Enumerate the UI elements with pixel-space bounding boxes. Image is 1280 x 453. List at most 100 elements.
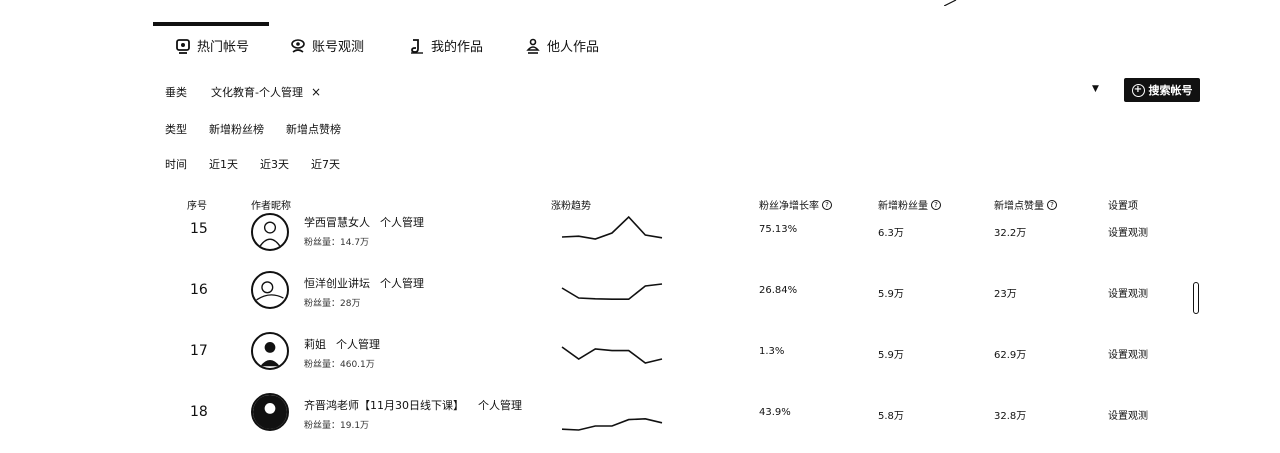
- growth-rate-value: 43.9%: [759, 407, 791, 418]
- active-tab-indicator: [153, 22, 269, 26]
- header-new-likes-label: 新增点赞量: [994, 201, 1044, 212]
- avatar[interactable]: [251, 271, 289, 309]
- others-works-icon: [526, 38, 540, 54]
- avatar-portrait-icon: [256, 281, 284, 301]
- category-dropdown-icon[interactable]: ▼: [1092, 84, 1099, 94]
- header-author: 作者昵称: [251, 201, 291, 212]
- new-likes-value: 62.9万: [994, 350, 1027, 361]
- help-icon[interactable]: ?: [822, 199, 832, 210]
- header-growth-rate: 粉丝净增长率 ?: [759, 197, 832, 212]
- growth-rate-value: 75.13%: [759, 224, 798, 235]
- trend-sparkline: [561, 346, 663, 364]
- plus-circle-icon: +: [1131, 83, 1145, 97]
- time-option-7d[interactable]: 近7天: [311, 158, 340, 171]
- filter-time: 时间 近1天 近3天 近7天: [165, 156, 362, 172]
- header-growth-rate-label: 粉丝净增长率: [759, 201, 819, 212]
- set-observe-link[interactable]: 设置观测: [1108, 350, 1148, 361]
- new-likes-value: 32.8万: [994, 411, 1027, 422]
- author-name-text: 学西冒慧女人: [304, 216, 370, 229]
- tab-hot-accounts[interactable]: 热门帐号: [175, 36, 249, 55]
- header-new-fans: 新增粉丝量 ?: [878, 197, 941, 212]
- growth-rate-value: 26.84%: [759, 285, 798, 296]
- filter-time-label: 时间: [165, 158, 187, 171]
- filter-category: 垂类 文化教育-个人管理 ×: [165, 84, 321, 100]
- observe-icon: [291, 38, 305, 53]
- sparkline-path: [561, 417, 663, 431]
- author-category: 个人管理: [380, 277, 424, 290]
- trend-sparkline: [561, 283, 663, 300]
- new-likes-value: 23万: [994, 289, 1017, 300]
- clear-category-icon[interactable]: ×: [310, 85, 322, 99]
- scrollbar-thumb[interactable]: [1193, 282, 1199, 314]
- avatar[interactable]: [251, 393, 289, 431]
- tab-label: 我的作品: [431, 40, 484, 55]
- new-likes-value: 32.2万: [994, 228, 1027, 239]
- author-name[interactable]: 齐晋鸿老师【11月30日线下课】 个人管理: [304, 397, 522, 413]
- author-name[interactable]: 恒洋创业讲坛 个人管理: [304, 275, 424, 291]
- main-tabs: 热门帐号 账号观测 我的作品 他人作品: [153, 22, 753, 62]
- trend-sparkline: [561, 215, 663, 240]
- tab-others-works[interactable]: 他人作品: [525, 36, 599, 55]
- avatar[interactable]: [251, 332, 289, 370]
- avatar-portrait-icon: [258, 221, 282, 248]
- sparkline-path: [561, 283, 663, 300]
- sparkline-path: [561, 215, 663, 240]
- type-option-new-likes[interactable]: 新增点赞榜: [286, 123, 341, 136]
- header-trend: 涨粉趋势: [551, 201, 591, 212]
- author-category: 个人管理: [336, 338, 380, 351]
- author-name[interactable]: 莉姐 个人管理: [304, 336, 380, 352]
- set-observe-link[interactable]: 设置观测: [1108, 228, 1148, 239]
- new-fans-value: 5.9万: [878, 350, 904, 361]
- filter-type-label: 类型: [165, 123, 187, 136]
- type-option-new-fans[interactable]: 新增粉丝榜: [209, 123, 264, 136]
- corner-mark-icon: [944, 0, 957, 6]
- avatar-portrait-icon: [253, 395, 287, 429]
- table-row: 17 莉姐 个人管理 粉丝量：460.1万 1.3% 5.9万 62.9万 设置观…: [0, 331, 1280, 392]
- table-row: 16 恒洋创业讲坛 个人管理 粉丝量：28万 26.84% 5.9万 23万 设置…: [0, 270, 1280, 331]
- avatar-portrait-icon: [260, 342, 280, 367]
- search-account-button[interactable]: + 搜索帐号: [1124, 78, 1200, 102]
- author-category: 个人管理: [478, 399, 522, 412]
- row-rank: 15: [190, 221, 208, 237]
- sparkline-path: [561, 346, 663, 364]
- header-new-likes: 新增点赞量 ?: [994, 197, 1057, 212]
- new-fans-value: 5.9万: [878, 289, 904, 300]
- author-name-text: 莉姐: [304, 338, 326, 351]
- tab-my-works[interactable]: 我的作品: [409, 36, 483, 55]
- new-fans-value: 6.3万: [878, 228, 904, 239]
- help-icon[interactable]: ?: [1047, 199, 1057, 210]
- header-new-fans-label: 新增粉丝量: [878, 201, 928, 212]
- tab-account-observe[interactable]: 账号观测: [290, 36, 364, 55]
- avatar[interactable]: [251, 213, 289, 251]
- fan-count: 粉丝量：28万: [304, 299, 361, 309]
- set-observe-link[interactable]: 设置观测: [1108, 289, 1148, 300]
- my-works-icon: [411, 38, 423, 54]
- header-settings: 设置项: [1108, 201, 1138, 212]
- table-row: 18 齐晋鸿老师【11月30日线下课】 个人管理 粉丝量：19.1万 43.9% …: [0, 392, 1280, 453]
- trend-sparkline: [561, 417, 663, 431]
- search-button-label: 搜索帐号: [1148, 84, 1193, 97]
- header-rank: 序号: [187, 201, 207, 212]
- filter-type: 类型 新增粉丝榜 新增点赞榜: [165, 121, 363, 137]
- tab-label: 账号观测: [312, 40, 365, 55]
- category-chip[interactable]: 文化教育-个人管理: [211, 86, 303, 99]
- fan-count: 粉丝量：14.7万: [304, 238, 370, 248]
- author-name-text: 齐晋鸿老师【11月30日线下课】: [304, 399, 464, 412]
- author-name-text: 恒洋创业讲坛: [304, 277, 370, 290]
- author-name[interactable]: 学西冒慧女人 个人管理: [304, 214, 424, 230]
- row-rank: 17: [190, 343, 208, 359]
- row-rank: 16: [190, 282, 208, 298]
- time-option-3d[interactable]: 近3天: [260, 158, 289, 171]
- new-fans-value: 5.8万: [878, 411, 904, 422]
- tab-label: 他人作品: [547, 40, 600, 55]
- tab-label: 热门帐号: [197, 40, 250, 55]
- table-row: 15 学西冒慧女人 个人管理 粉丝量：14.7万 75.13% 6.3万 32.2…: [0, 213, 1280, 274]
- time-option-1d[interactable]: 近1天: [209, 158, 238, 171]
- fan-count: 粉丝量：460.1万: [304, 360, 375, 370]
- set-observe-link[interactable]: 设置观测: [1108, 411, 1148, 422]
- row-rank: 18: [190, 404, 208, 420]
- filter-category-label: 垂类: [165, 86, 187, 99]
- help-icon[interactable]: ?: [931, 199, 941, 210]
- author-category: 个人管理: [380, 216, 424, 229]
- hot-account-icon: [176, 38, 190, 54]
